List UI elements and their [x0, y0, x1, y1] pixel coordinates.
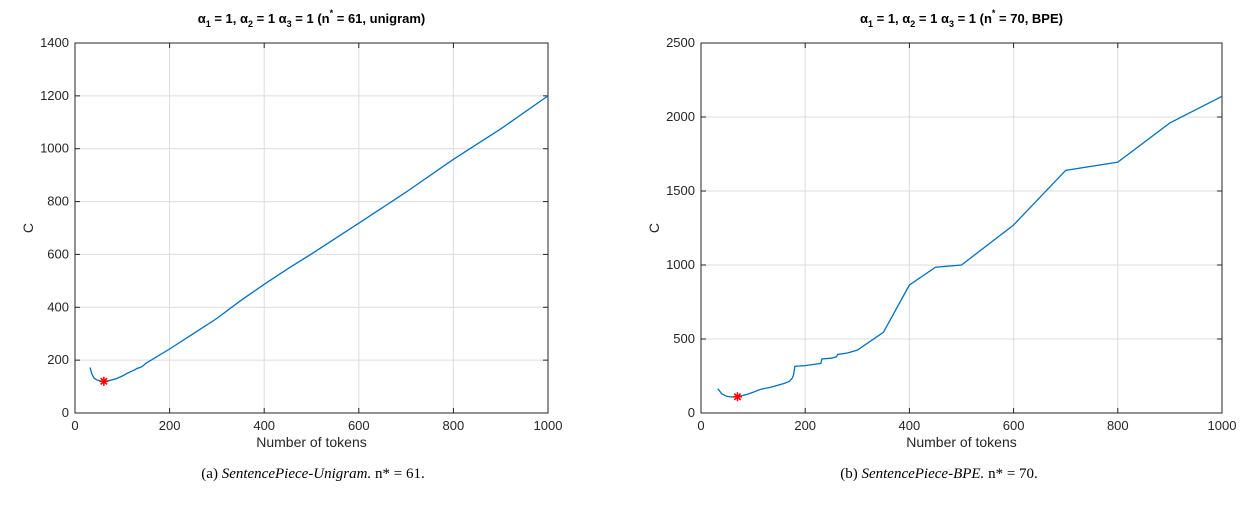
y-tick-label: 500 — [673, 331, 695, 346]
chart-title: α1 = 1, α2 = 1 α3 = 1 (n* = 61, unigram) — [198, 8, 426, 29]
x-tick-label: 0 — [71, 418, 78, 433]
caption-name: SentencePiece-BPE. — [861, 466, 985, 482]
chart-title-part: * — [992, 8, 996, 18]
y-tick-label: 1500 — [666, 183, 695, 198]
caption-name: SentencePiece-Unigram. — [221, 466, 372, 482]
x-tick-label: 800 — [1107, 418, 1129, 433]
x-tick-label: 1000 — [1208, 418, 1237, 433]
plot-area — [701, 43, 1222, 413]
y-axis-label: C — [646, 223, 662, 233]
chart-title-part: α — [860, 11, 868, 26]
caption-label: (a) — [201, 466, 222, 482]
y-tick-label: 400 — [47, 299, 69, 314]
chart-title-part: * — [330, 8, 334, 18]
optimum-marker — [99, 376, 109, 386]
y-tick-label: 1400 — [40, 35, 69, 50]
chart-title-part: = 70, BPE) — [995, 11, 1063, 26]
x-tick-label: 800 — [443, 418, 465, 433]
chart-title-part: α — [198, 11, 206, 26]
x-tick-label: 200 — [159, 418, 181, 433]
x-tick-label: 1000 — [534, 418, 563, 433]
chart-panel-bpe: 0 200 400 600 800 1000 0 500 1000 1500 2000 2500 Num… — [626, 0, 1252, 505]
chart-title-part: 2 — [248, 19, 253, 29]
chart-bpe: 0 200 400 600 800 1000 0 500 1000 1500 2000 2500 Num… — [646, 8, 1237, 450]
chart-title-part: = 1, α — [211, 11, 248, 26]
y-tick-label: 1200 — [40, 88, 69, 103]
marker-stroke — [733, 392, 742, 401]
chart-title-part: 1 — [868, 19, 873, 29]
series-line — [717, 95, 1223, 398]
x-axis-label: Number of tokens — [906, 434, 1017, 450]
x-tick-label: 600 — [1003, 418, 1025, 433]
chart-title: α1 = 1, α2 = 1 α3 = 1 (n* = 70, BPE) — [860, 8, 1063, 29]
chart-unigram: 0 200 400 600 800 1000 0 200 400 600 800 1000 1200 14… — [20, 8, 563, 450]
chart-title-part: = 1 α — [915, 11, 949, 26]
chart-title-part: 3 — [287, 19, 292, 29]
y-tick-label: 800 — [47, 194, 69, 209]
plot-area — [75, 43, 548, 413]
x-axis-label: Number of tokens — [256, 434, 367, 450]
x-tick-label: 400 — [253, 418, 275, 433]
y-tick-label: 1000 — [40, 141, 69, 156]
y-tick-label: 2500 — [666, 35, 695, 50]
y-tick-label: 1000 — [666, 257, 695, 272]
optimum-marker — [732, 392, 742, 402]
chart-title-part: 1 — [206, 19, 211, 29]
caption-label: (b) — [840, 466, 862, 482]
caption-equation: n* = 61. — [371, 466, 425, 482]
chart-title-part: = 1 α — [253, 11, 287, 26]
x-tick-label: 600 — [348, 418, 370, 433]
y-tick-label: 0 — [688, 405, 695, 420]
y-tick-label: 0 — [62, 405, 69, 420]
chart-panel-unigram: 0 200 400 600 800 1000 0 200 400 600 800 1000 1200 14… — [0, 8, 626, 483]
chart-title-part: = 1 (n — [292, 11, 330, 26]
chart-title-part: 2 — [910, 19, 915, 29]
chart-title-part: 3 — [949, 19, 954, 29]
marker-stroke — [100, 377, 108, 386]
chart-title-part: = 1 (n — [954, 11, 992, 26]
axes-box — [74, 42, 549, 414]
chart-title-part: = 1, α — [873, 11, 910, 26]
axes-box — [700, 42, 1223, 414]
y-tick-label: 600 — [47, 246, 69, 261]
x-tick-label: 0 — [697, 418, 704, 433]
x-tick-label: 400 — [899, 418, 921, 433]
y-axis-label: C — [20, 223, 36, 233]
y-tick-label: 200 — [47, 352, 69, 367]
caption-equation: n* = 70. — [984, 466, 1038, 482]
chart-title-part: = 61, unigram) — [333, 11, 425, 26]
x-tick-label: 200 — [794, 418, 816, 433]
caption-unigram: (a) SentencePiece-Unigram. n* = 61. — [0, 466, 626, 483]
caption-bpe: (b) SentencePiece-BPE. n* = 70. — [626, 466, 1252, 483]
y-tick-label: 2000 — [666, 109, 695, 124]
